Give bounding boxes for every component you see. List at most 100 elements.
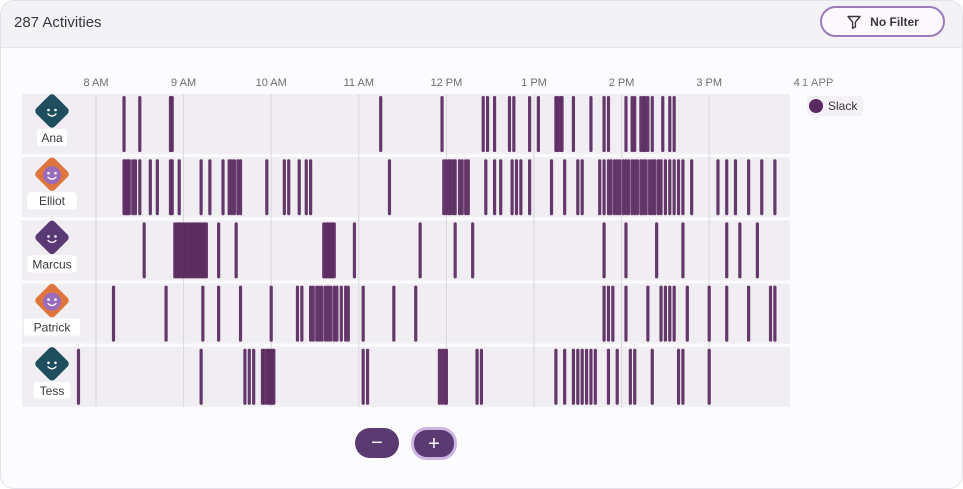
avatar-eye (47, 235, 50, 238)
activity-bar (584, 348, 589, 405)
minus-icon: − (371, 432, 383, 454)
row-label: Ana (41, 131, 63, 145)
x-tick-label: 2 PM (609, 77, 635, 89)
activity-bar (773, 159, 777, 216)
activity-bar (672, 285, 676, 342)
activity-bar (528, 96, 532, 152)
x-tick-label: 9 AM (171, 77, 196, 89)
activity-bar (755, 222, 759, 279)
activity-bar (707, 348, 711, 405)
x-tick-label: 11 AM (344, 77, 374, 89)
activity-bar (663, 159, 667, 216)
row-label: Patrick (34, 321, 72, 335)
activity-bar (602, 96, 606, 152)
activity-bar (217, 222, 221, 279)
activity-bar (641, 159, 646, 216)
activity-bar (627, 159, 631, 216)
activity-bar (773, 285, 777, 342)
avatar-smile (47, 113, 57, 117)
activity-bar (304, 159, 308, 216)
activity-bar (232, 159, 237, 216)
x-tick-label: 12 PM (431, 77, 463, 89)
activity-bar (747, 159, 751, 216)
activity-bar (672, 96, 676, 152)
avatar-eye (47, 108, 50, 112)
activity-bar (650, 348, 654, 405)
activity-bar (639, 159, 643, 216)
activity-bar (672, 159, 676, 216)
x-tick-label: 10 AM (256, 77, 287, 89)
filter-button[interactable]: No Filter (820, 6, 945, 37)
activity-bar (602, 159, 606, 216)
activity-bar (379, 96, 383, 152)
activity-bar (221, 159, 225, 216)
activity-bar (602, 285, 606, 342)
activity-bar (681, 348, 685, 405)
row-background (22, 346, 790, 407)
activity-bar (615, 348, 619, 405)
activity-bar (142, 222, 146, 279)
filter-label: No Filter (870, 14, 919, 29)
activity-bar (646, 285, 650, 342)
x-tick-label: 4 (794, 77, 800, 89)
activity-bar (650, 96, 654, 152)
activity-bar (122, 96, 126, 152)
x-tick-label: 8 AM (83, 77, 108, 89)
avatar (35, 220, 69, 255)
activity-bar (580, 159, 584, 216)
activity-bar (265, 159, 269, 216)
avatar-eye (54, 235, 57, 238)
activity-bar (484, 159, 488, 216)
activity-bar (624, 159, 628, 216)
avatar-eye (47, 298, 50, 301)
activity-bar (499, 159, 503, 216)
row-label-background (33, 381, 71, 399)
activity-bar (618, 159, 622, 216)
activity-bar (690, 159, 694, 216)
activity-bar (655, 222, 659, 279)
activity-bar (309, 159, 313, 216)
activity-bar (344, 285, 348, 342)
activity-bar (606, 96, 611, 152)
activity-bar (320, 285, 324, 342)
activity-bar (681, 222, 685, 279)
activity-bar (272, 348, 276, 405)
legend-item-slack[interactable]: Slack (807, 96, 864, 116)
zoom-in-button[interactable]: + (411, 427, 457, 460)
activity-bar (747, 285, 751, 342)
activity-bar (624, 285, 628, 342)
activity-bar (309, 285, 313, 342)
activity-bar (332, 222, 336, 279)
avatar-eye (54, 361, 57, 365)
activity-bar (676, 159, 681, 216)
avatar-eye (54, 108, 57, 112)
activity-bar (295, 285, 300, 342)
activity-bar (643, 96, 647, 152)
activity-bar (624, 222, 628, 279)
activity-bar (138, 159, 142, 216)
activity-bar (437, 348, 441, 405)
activity-bar (138, 96, 142, 152)
row-label: Marcus (32, 257, 71, 271)
activity-bar (287, 159, 291, 216)
activity-bar (621, 159, 625, 216)
row-label-background (27, 255, 77, 273)
activity-bar (556, 96, 560, 152)
activity-bar (615, 159, 619, 216)
activity-bar (297, 159, 301, 216)
activity-bar (676, 348, 681, 405)
activity-bar (346, 285, 350, 342)
activity-bar (323, 285, 328, 342)
activity-bar (440, 96, 444, 152)
activity-bar (170, 96, 174, 152)
activity-bar (361, 348, 365, 405)
activity-bar (681, 159, 685, 216)
activity-bar (238, 159, 243, 216)
activity-bar (633, 348, 637, 405)
plus-icon: + (428, 432, 440, 455)
activity-bar (661, 96, 665, 152)
avatar-smile (47, 176, 57, 180)
activity-bar (598, 159, 602, 216)
zoom-out-button[interactable]: − (355, 428, 399, 458)
